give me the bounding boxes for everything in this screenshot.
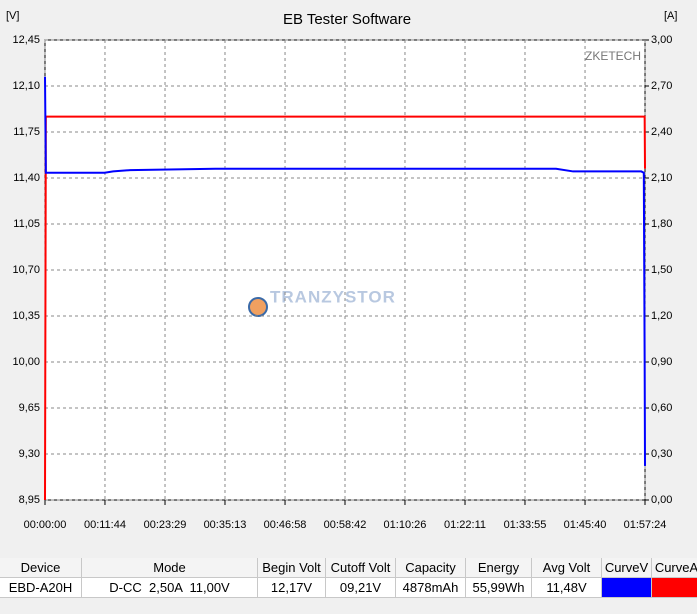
y2-tick-label: 3,00 (651, 34, 672, 46)
chart-title: EB Tester Software (283, 11, 411, 28)
x-tick-label: 00:11:44 (84, 519, 126, 531)
y-tick-label: 11,40 (13, 172, 40, 184)
x-tick-label: 00:00:00 (24, 519, 67, 531)
curve-swatch (602, 578, 652, 598)
x-tick-label: 00:35:13 (204, 519, 247, 531)
y-tick-label: 9,30 (19, 448, 40, 460)
column-header: Avg Volt (532, 558, 602, 578)
y2-tick-label: 1,20 (651, 310, 672, 322)
y2-axis-unit: [A] (664, 10, 677, 22)
table-cell: 4878mAh (396, 578, 466, 598)
x-tick-label: 00:46:58 (264, 519, 307, 531)
x-tick-label: 00:23:29 (144, 519, 187, 531)
watermark: ZKETECH (585, 49, 641, 63)
y-tick-label: 10,35 (12, 310, 40, 322)
y-tick-label: 11,05 (13, 218, 40, 230)
x-tick-label: 01:57:24 (624, 519, 667, 531)
y-tick-label: 10,70 (12, 264, 40, 276)
column-header: Device (0, 558, 82, 578)
y2-tick-label: 2,70 (651, 80, 672, 92)
y2-tick-label: 0,30 (651, 448, 672, 460)
watermark-logo (248, 297, 268, 317)
column-header: Cutoff Volt (326, 558, 396, 578)
y-tick-label: 12,45 (12, 34, 40, 46)
y-tick-label: 11,75 (13, 126, 40, 138)
x-tick-label: 01:45:40 (564, 519, 607, 531)
y2-tick-label: 0,90 (651, 356, 672, 368)
table-cell: 09,21V (326, 578, 396, 598)
series-line (44, 76, 646, 466)
x-tick-label: 01:33:55 (504, 519, 547, 531)
y2-tick-label: 1,50 (651, 264, 672, 276)
table-cell: D-CC 2,50A 11,00V (82, 578, 258, 598)
chart: EB Tester Software [V] [A] ZKETECH TRANZ… (6, 10, 677, 531)
y-tick-label: 10,00 (12, 356, 40, 368)
y2-tick-label: 2,10 (651, 172, 672, 184)
y-tick-label: 12,10 (12, 80, 40, 92)
table-cell: 12,17V (258, 578, 326, 598)
y2-tick-label: 0,60 (651, 402, 672, 414)
y2-tick-label: 1,80 (651, 218, 672, 230)
curve-swatch (652, 578, 697, 598)
y-tick-label: 9,65 (19, 402, 40, 414)
table-cell: EBD-A20H (0, 578, 82, 598)
watermark-2: TRANZYSTOR (270, 287, 396, 306)
x-tick-label: 00:58:42 (324, 519, 367, 531)
series-line (44, 115, 646, 501)
column-header: Begin Volt (258, 558, 326, 578)
column-header: Energy (466, 558, 532, 578)
y-tick-label: 8,95 (19, 494, 40, 506)
y-axis-unit: [V] (6, 10, 19, 22)
column-header: Mode (82, 558, 258, 578)
y2-tick-label: 0,00 (651, 494, 672, 506)
column-header: CurveV (602, 558, 652, 578)
table-cell: 55,99Wh (466, 578, 532, 598)
table-cell: 11,48V (532, 578, 602, 598)
x-tick-label: 01:10:26 (384, 519, 427, 531)
column-header: CurveA (652, 558, 697, 578)
y2-tick-label: 2,40 (651, 126, 672, 138)
column-header: Capacity (396, 558, 466, 578)
x-tick-label: 01:22:11 (444, 519, 486, 531)
